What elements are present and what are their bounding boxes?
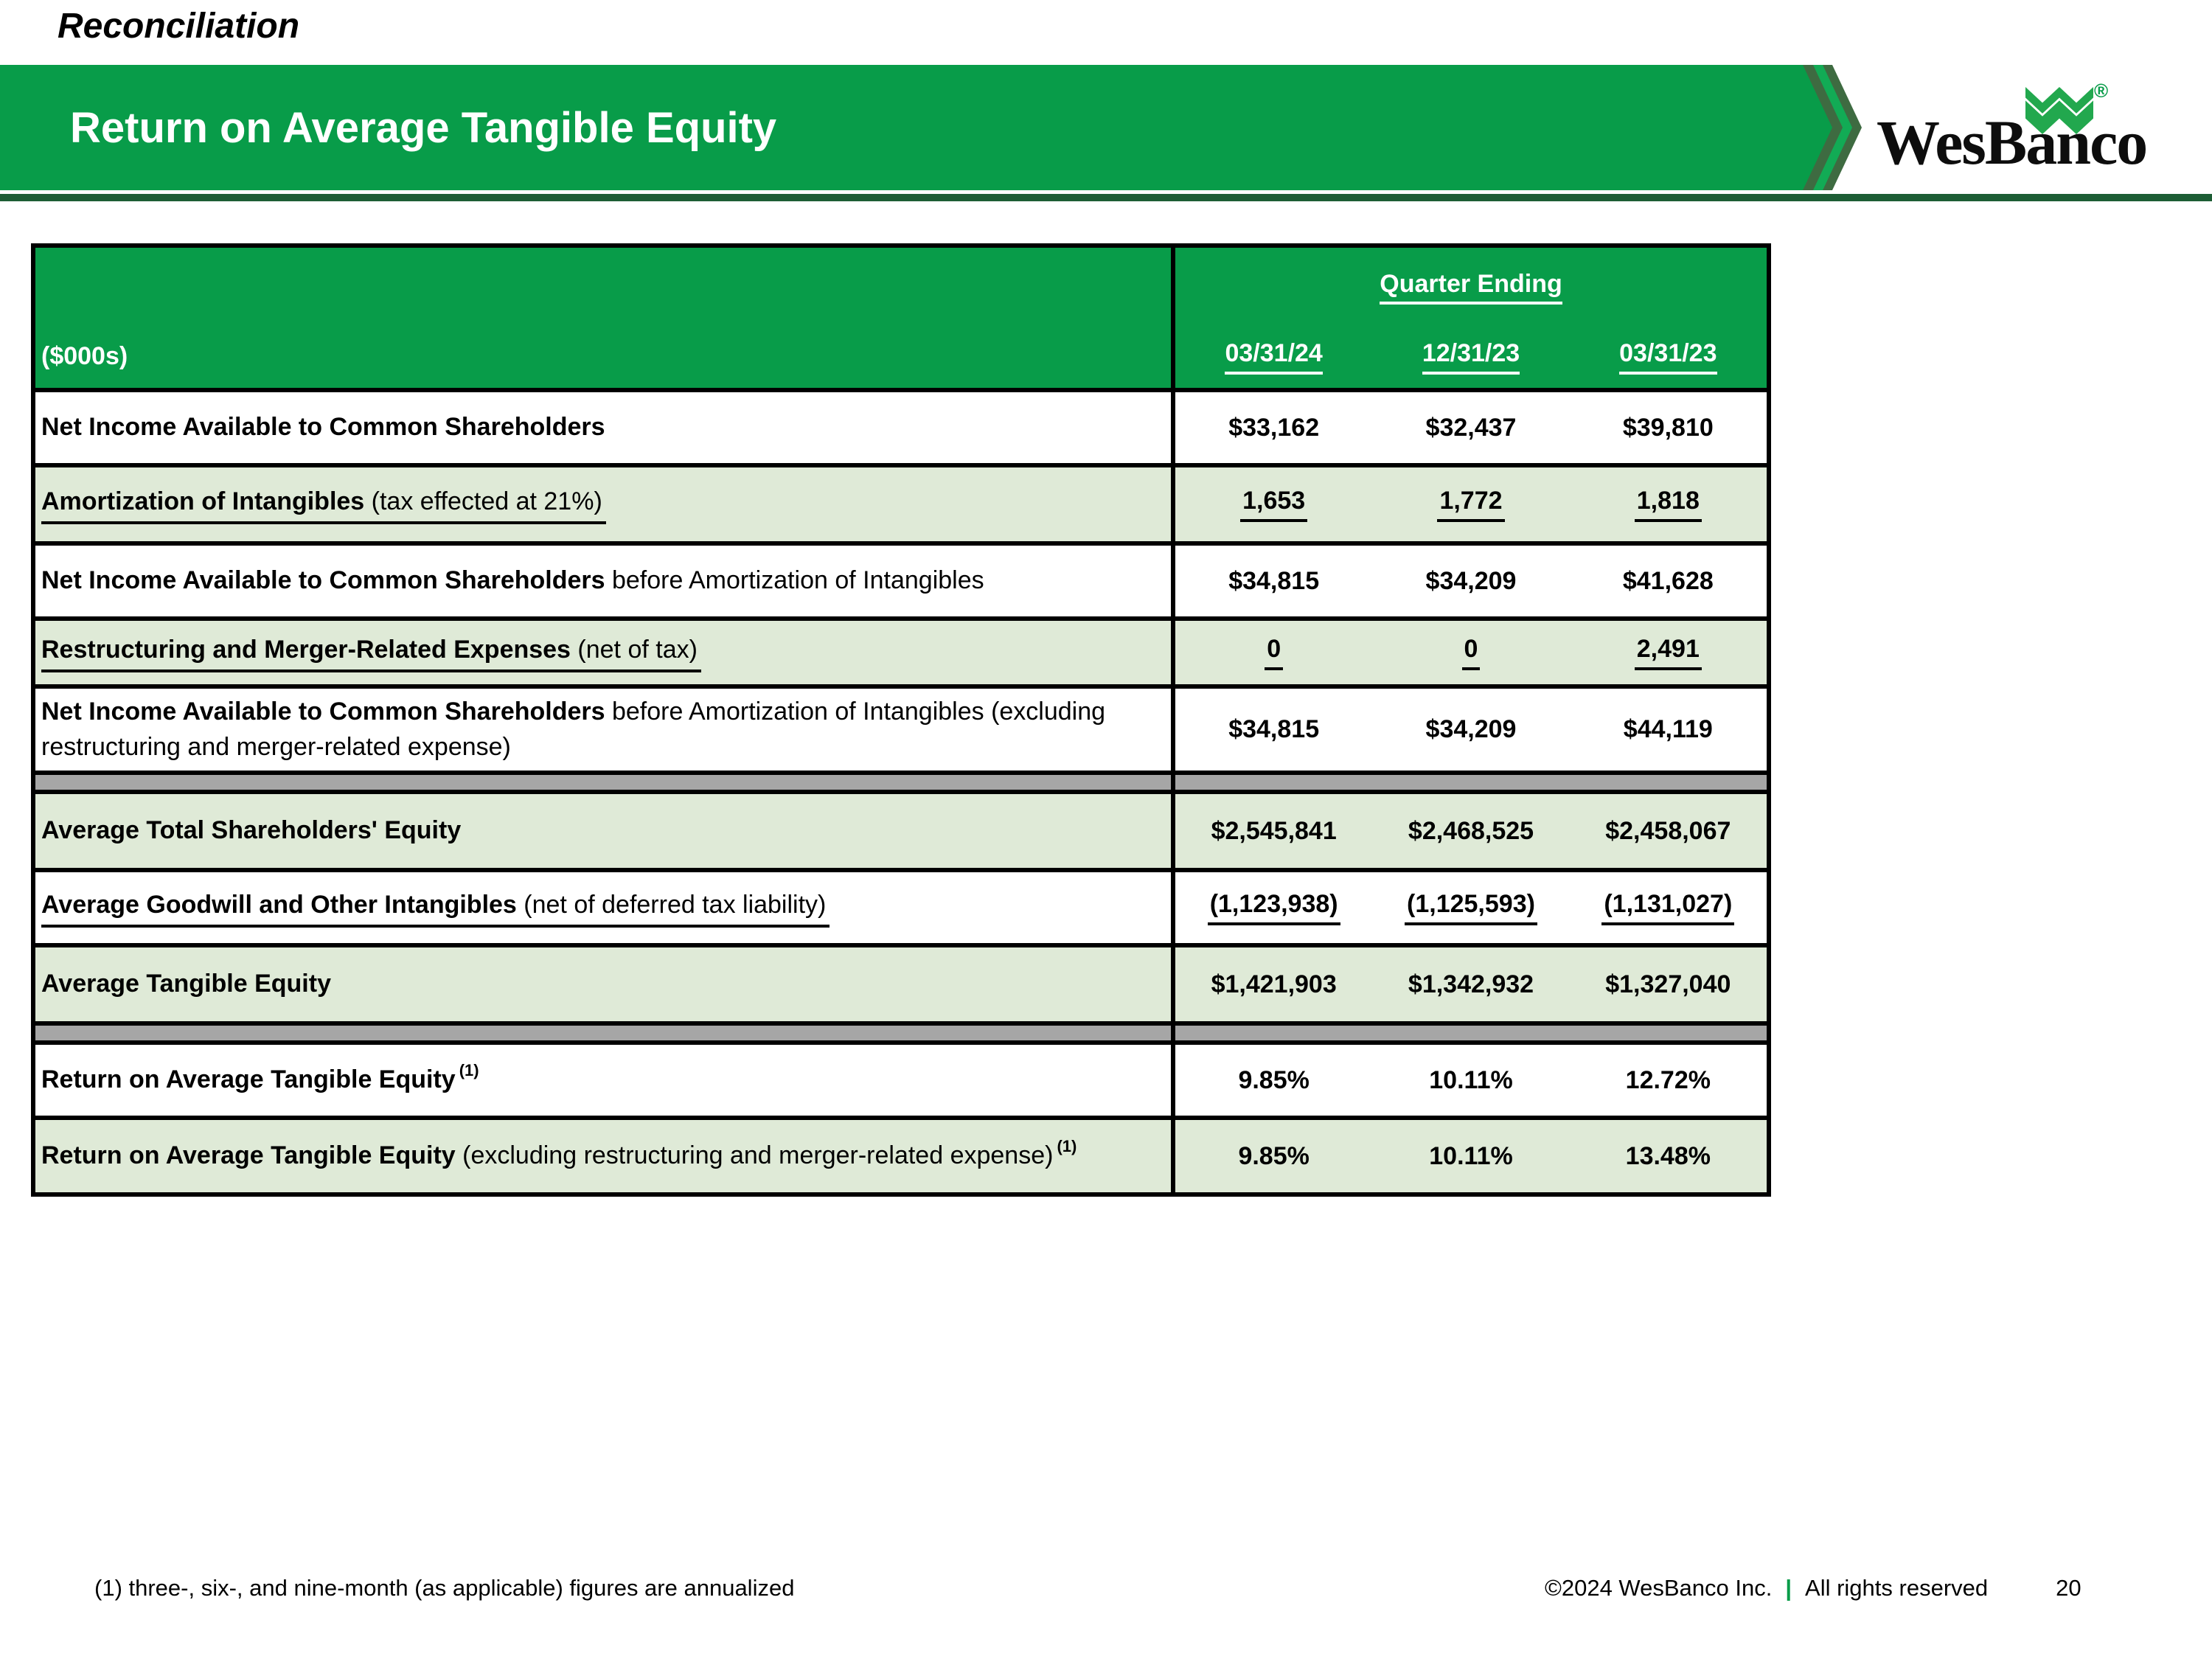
table-row: Amortization of Intangibles (tax effecte…: [35, 463, 1767, 541]
table-row: Net Income Available to Common Sharehold…: [35, 388, 1767, 463]
value-cell: (1,125,593): [1372, 872, 1569, 943]
table-row: Average Tangible Equity $1,421,903 $1,34…: [35, 943, 1767, 1022]
value-cell: 0: [1175, 621, 1372, 684]
page-number: 20: [2056, 1575, 2081, 1601]
unit-label-cell: ($000s): [35, 248, 1175, 388]
value-cell: $1,342,932: [1408, 970, 1534, 998]
value-cell: (1,131,027): [1570, 872, 1767, 943]
unit-label: ($000s): [41, 342, 128, 371]
footer-divider: |: [1785, 1575, 1792, 1601]
row-label: Net Income Available to Common Sharehold…: [35, 546, 1175, 616]
row-label: Average Goodwill and Other Intangibles (…: [35, 872, 1175, 944]
value-cell: 13.48%: [1625, 1141, 1711, 1170]
value-cell: $34,209: [1425, 715, 1517, 744]
value-cell: $34,209: [1425, 566, 1517, 595]
spacer-row: [35, 771, 1767, 790]
value-cell: 10.11%: [1429, 1065, 1513, 1094]
value-cell: 9.85%: [1238, 1065, 1310, 1094]
row-label: Net Income Available to Common Sharehold…: [35, 689, 1175, 771]
row-label: Average Tangible Equity: [35, 947, 1175, 1022]
quarter-header-area: Quarter Ending 03/31/24 12/31/23 03/31/2…: [1175, 248, 1767, 388]
header-divider-rule: [0, 194, 2212, 201]
value-cell: $33,162: [1228, 413, 1320, 442]
value-cell: $2,545,841: [1211, 816, 1337, 845]
copyright-text: ©2024 WesBanco Inc.: [1545, 1575, 1773, 1601]
row-label: Average Total Shareholders' Equity: [35, 794, 1175, 869]
table-row: Net Income Available to Common Sharehold…: [35, 541, 1767, 616]
table-row: Return on Average Tangible Equity (exclu…: [35, 1116, 1767, 1193]
row-label: Net Income Available to Common Sharehold…: [35, 392, 1175, 463]
value-cell: 1,653: [1175, 467, 1372, 541]
value-cell: $32,437: [1425, 413, 1517, 442]
column-headers: 03/31/24 12/31/23 03/31/23: [1175, 339, 1767, 375]
registered-trademark-symbol: ®: [2094, 80, 2109, 102]
value-cell: $44,119: [1623, 715, 1713, 744]
value-cell: $2,468,525: [1408, 816, 1534, 845]
value-cell: $34,815: [1228, 715, 1320, 744]
spacer-row: [35, 1021, 1767, 1041]
value-cell: 2,491: [1570, 621, 1767, 684]
footer: ©2024 WesBanco Inc. | All rights reserve…: [1545, 1575, 2081, 1601]
reconciliation-table: ($000s) Quarter Ending 03/31/24 12/31/23…: [31, 243, 1771, 1197]
row-label: Return on Average Tangible Equity (exclu…: [35, 1120, 1175, 1193]
value-cell: 12.72%: [1625, 1065, 1711, 1094]
value-cell: 1,818: [1570, 467, 1767, 541]
column-header: 03/31/23: [1570, 339, 1767, 375]
column-header: 03/31/24: [1175, 339, 1372, 375]
wesbanco-w-icon: [2025, 87, 2093, 134]
rights-text: All rights reserved: [1805, 1575, 1989, 1601]
value-cell: (1,123,938): [1175, 872, 1372, 943]
row-label: Amortization of Intangibles (tax effecte…: [35, 467, 1175, 541]
value-cell: 10.11%: [1429, 1141, 1513, 1170]
page-title: Return on Average Tangible Equity: [70, 103, 777, 152]
value-cell: 0: [1372, 621, 1569, 684]
value-cell: $41,628: [1622, 566, 1714, 595]
row-label: Restructuring and Merger-Related Expense…: [35, 621, 1175, 684]
value-cell: $39,810: [1622, 413, 1714, 442]
table-header-row: ($000s) Quarter Ending 03/31/24 12/31/23…: [35, 248, 1767, 388]
title-banner: Return on Average Tangible Equity: [0, 65, 1778, 190]
value-cell: $34,815: [1228, 566, 1320, 595]
table-row: Restructuring and Merger-Related Expense…: [35, 616, 1767, 684]
value-cell: $1,421,903: [1211, 970, 1337, 998]
row-label: Return on Average Tangible Equity (1): [35, 1045, 1175, 1116]
table-row: Average Total Shareholders' Equity $2,54…: [35, 790, 1767, 869]
table-row: Average Goodwill and Other Intangibles (…: [35, 868, 1767, 944]
column-header: 12/31/23: [1372, 339, 1569, 375]
value-cell: $2,458,067: [1605, 816, 1731, 845]
table-row: Return on Average Tangible Equity (1) 9.8…: [35, 1040, 1767, 1116]
banner-chevron-decoration: [1778, 65, 1862, 190]
value-cell: 1,772: [1372, 467, 1569, 541]
wesbanco-wordmark: WesBanco: [1877, 107, 2148, 178]
value-cell: 9.85%: [1238, 1141, 1310, 1170]
footnote: (1) three-, six-, and nine-month (as app…: [94, 1575, 795, 1601]
value-cell: $1,327,040: [1605, 970, 1731, 998]
slide-kicker: Reconciliation: [58, 7, 300, 46]
table-row: Net Income Available to Common Sharehold…: [35, 684, 1767, 771]
quarter-ending-header: Quarter Ending: [1175, 270, 1767, 305]
